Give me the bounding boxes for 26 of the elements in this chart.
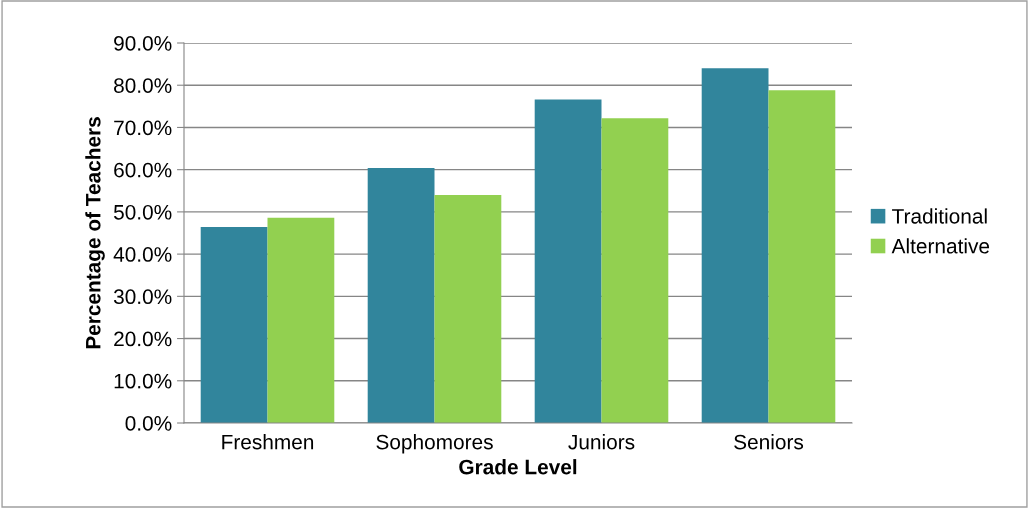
y-tick-label: 30.0% [113,289,172,305]
bar [367,167,435,423]
x-tick-label: Juniors [568,434,635,450]
bar [601,118,669,423]
y-tick-label: 40.0% [113,247,172,262]
x-tick-label: Freshmen [222,434,314,450]
y-tick-label: 10.0% [114,373,172,389]
y-tick-label: 50.0% [113,204,172,220]
y-tick-label: 0.0% [125,416,172,431]
bar [768,90,836,423]
y-tick-label: 80.0% [114,78,172,93]
y-tick-label: 90.0% [114,36,172,51]
bar [701,68,769,423]
y-tick-label: 60.0% [114,162,172,178]
y-tick-label: 70.0% [114,120,172,136]
x-axis-title: Grade Level [459,459,577,475]
y-tick-label: 20.0% [114,331,172,347]
bar [434,195,502,423]
bar [534,99,602,423]
legend-label: Alternative [891,238,990,254]
x-tick-label: Seniors [734,434,804,450]
bar [267,217,335,423]
x-tick-label: Sophomores [376,434,493,454]
y-axis-title: Percentage of Teachers [85,117,105,349]
legend-label: Traditional [892,208,987,224]
bar [200,227,268,423]
